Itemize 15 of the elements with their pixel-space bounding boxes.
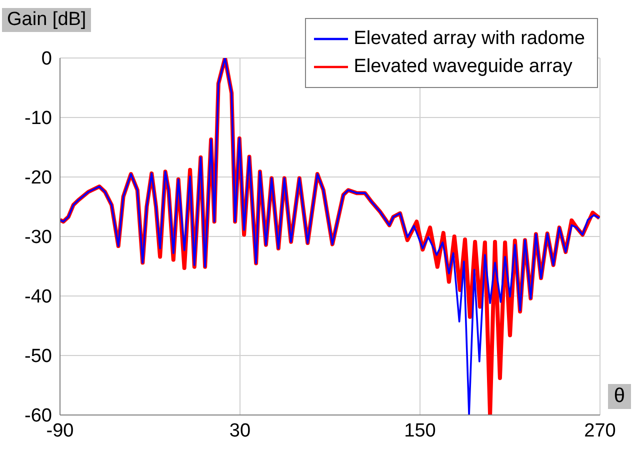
line-series (60, 58, 600, 415)
y-tick-label: -40 (24, 286, 52, 308)
legend-label: Elevated array with radome (354, 27, 585, 51)
y-tick-label: -20 (24, 168, 52, 189)
x-tick-label: 30 (229, 420, 251, 442)
y-tick-label: -30 (24, 227, 52, 248)
y-axis-title: Gain [dB] (2, 8, 92, 32)
x-axis-title: θ (608, 384, 631, 409)
y-tick-label: -50 (24, 346, 52, 368)
x-tick-label: 270 (584, 420, 616, 442)
legend-label: Elevated waveguide array (354, 55, 572, 79)
x-tick-label: 150 (404, 420, 436, 442)
y-tick-label: -60 (24, 406, 52, 427)
y-tick-label: -10 (24, 108, 52, 130)
y-tick-label: 0 (41, 48, 52, 70)
